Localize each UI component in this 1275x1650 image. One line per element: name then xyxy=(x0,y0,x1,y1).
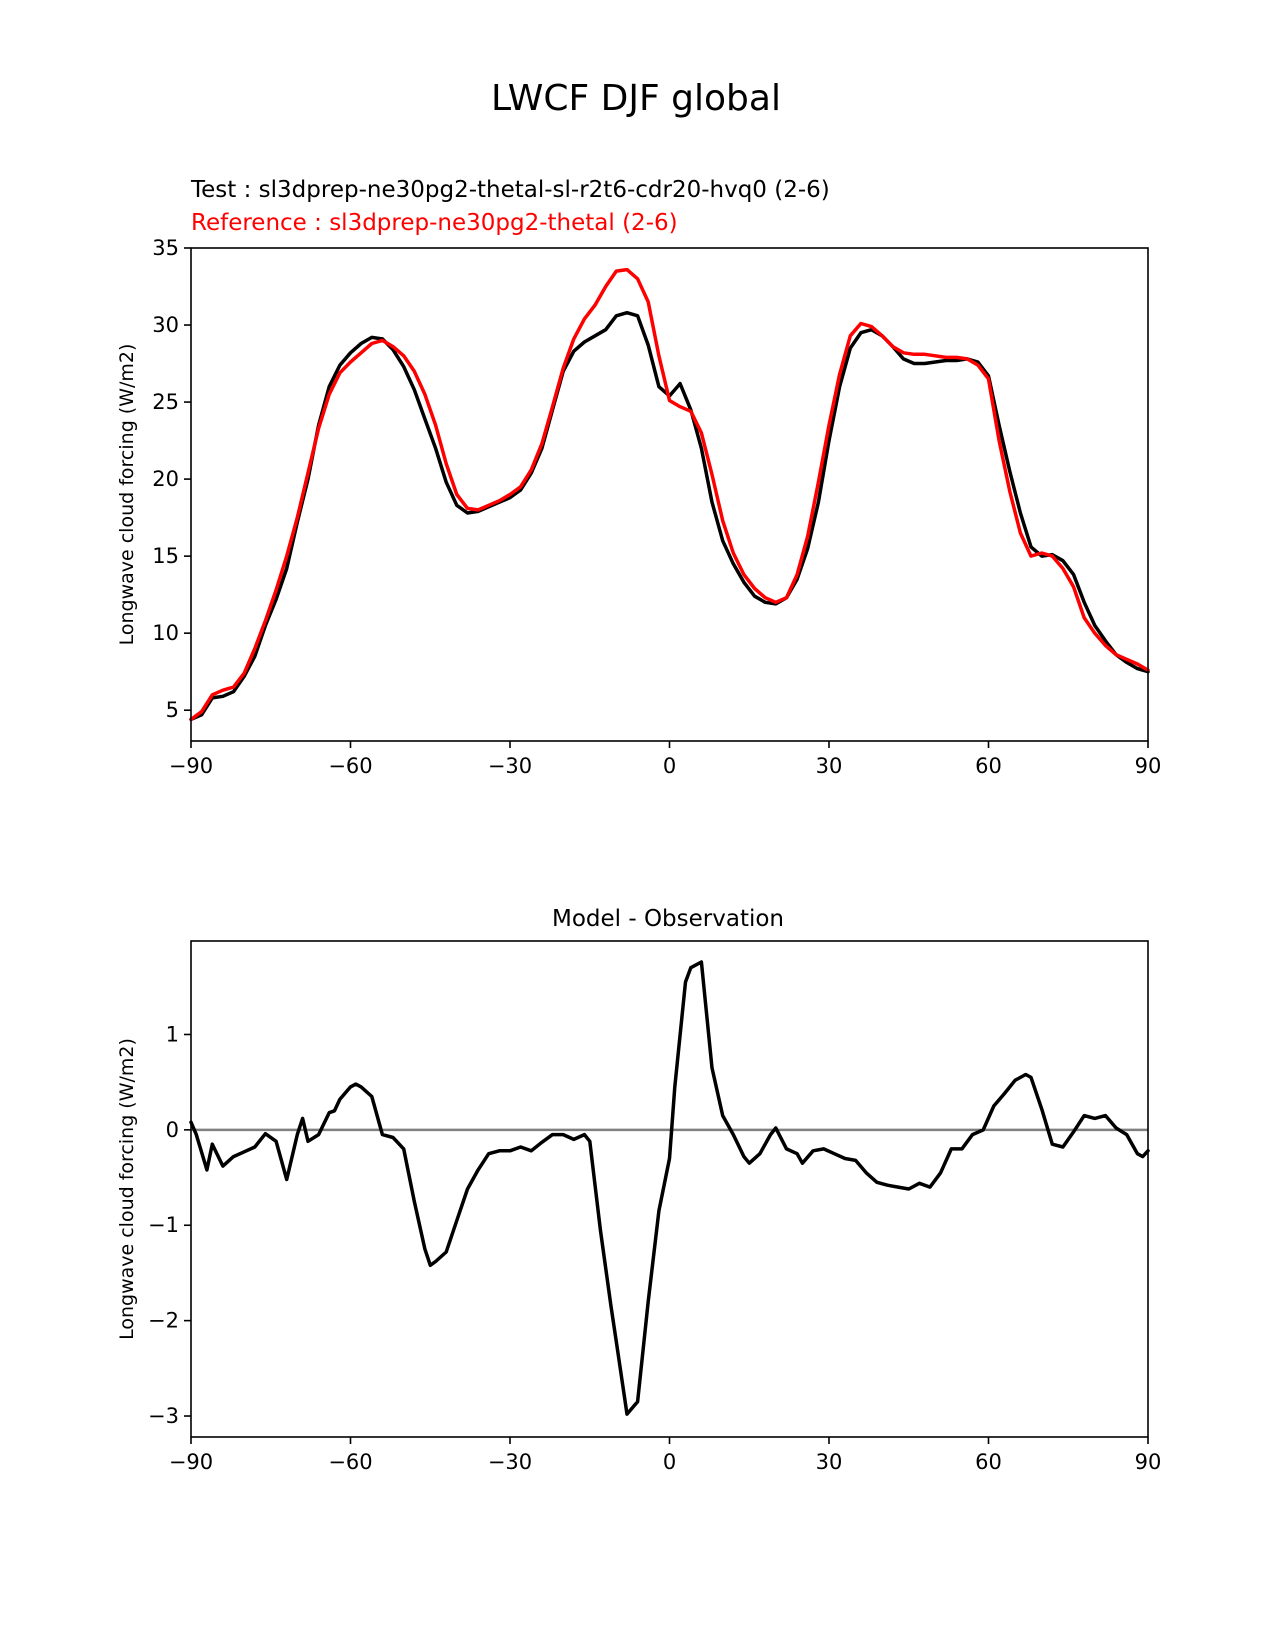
figure-title: LWCF DJF global xyxy=(491,78,781,119)
bottom-series-line-model-observation xyxy=(189,960,1150,1416)
bottom-y-axis-label: Longwave cloud forcing (W/m2) xyxy=(116,1038,138,1340)
bottom-x-tick-label: −60 xyxy=(328,1450,372,1474)
top-y-tick-label: 5 xyxy=(166,698,179,722)
top-y-tick-label: 25 xyxy=(152,390,179,414)
bottom-plot-frame xyxy=(190,940,1149,1438)
bottom-x-tick-label: −30 xyxy=(488,1450,532,1474)
top-x-tick-label: 90 xyxy=(1135,754,1162,778)
bottom-x-tick-label: 0 xyxy=(663,1450,676,1474)
reference-label: Reference : sl3dprep-ne30pg2-thetal (2-6… xyxy=(191,210,678,236)
top-line-chart: −90 −60 −30 0 30 60 90 5 10 15 20 25 30 35 Longwave cl… xyxy=(116,236,1161,778)
top-y-tick-label: 20 xyxy=(152,467,179,491)
bottom-y-tick-label: −2 xyxy=(148,1309,179,1333)
top-x-tick-label: −30 xyxy=(488,754,532,778)
top-y-tick-label: 15 xyxy=(152,544,179,568)
top-y-tick-label: 30 xyxy=(152,313,179,337)
bottom-x-tick-label: −90 xyxy=(169,1450,213,1474)
bottom-y-tick-label: −1 xyxy=(148,1213,179,1237)
top-series-line-reference xyxy=(189,267,1150,722)
top-series-line-test xyxy=(189,310,1150,722)
bottom-y-tick-label: −3 xyxy=(148,1404,179,1428)
test-label: Test : sl3dprep-ne30pg2-thetal-sl-r2t6-c… xyxy=(190,177,830,203)
bottom-x-tick-label: 60 xyxy=(975,1450,1002,1474)
top-x-tick-label: 60 xyxy=(975,754,1002,778)
bottom-x-tick-label: 90 xyxy=(1135,1450,1162,1474)
bottom-y-tick-label: 0 xyxy=(166,1118,179,1142)
top-plot-frame xyxy=(190,247,1149,742)
bottom-x-tick-label: 30 xyxy=(816,1450,843,1474)
bottom-line-chart: −90 −60 −30 0 30 60 90 −3 −2 −1 0 1 Longwave cloud f… xyxy=(116,940,1162,1474)
top-x-tick-label: 0 xyxy=(663,754,676,778)
top-x-tick-label: −90 xyxy=(169,754,213,778)
top-x-tick-label: −60 xyxy=(328,754,372,778)
bottom-chart-title: Model - Observation xyxy=(552,906,784,932)
bottom-y-tick-label: 1 xyxy=(166,1022,179,1046)
top-y-axis-label: Longwave cloud forcing (W/m2) xyxy=(116,344,138,646)
top-x-tick-label: 30 xyxy=(816,754,843,778)
top-y-tick-label: 10 xyxy=(152,621,179,645)
top-y-tick-label: 35 xyxy=(152,236,179,260)
